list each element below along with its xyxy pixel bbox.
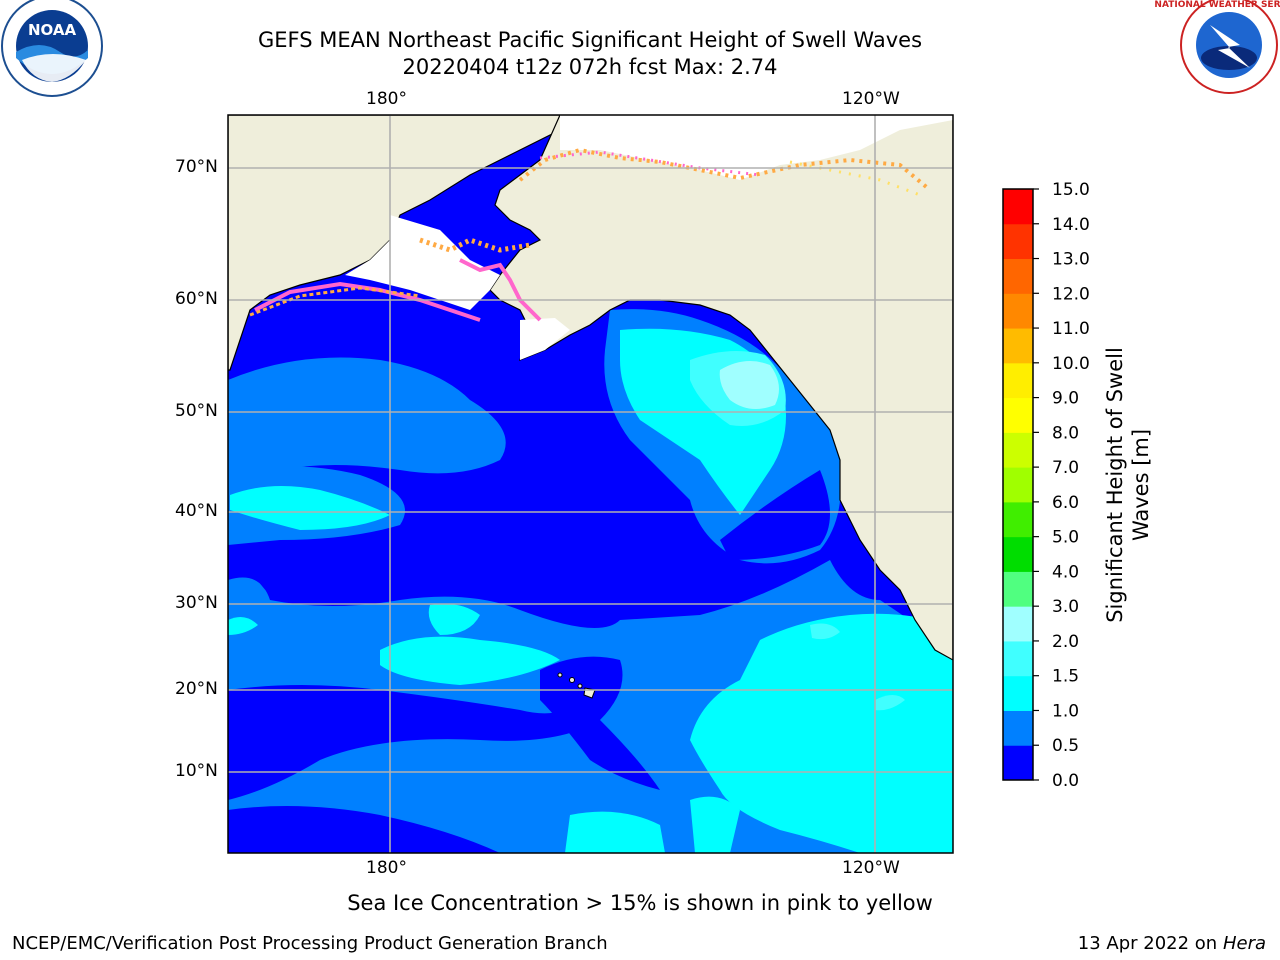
colorbar-tick-label: 4.0 xyxy=(1052,562,1079,582)
colorbar-label-line1: Significant Height of Swell xyxy=(1103,347,1127,623)
colorbar-swatch xyxy=(1003,362,1033,399)
colorbar-swatch xyxy=(1003,571,1033,607)
lat-tick-10n: 10°N xyxy=(175,761,218,781)
colorbar-tick-label: 8.0 xyxy=(1052,423,1079,443)
sea-ice-edge xyxy=(789,160,921,197)
colorbar: 0.0 0.5 1.0 1.5 2.0 3.0 4.0 5.0 6.0 7.0 8.0 9.0 10.0… xyxy=(1002,180,1090,791)
nws-logo: NATIONAL WEATHER SERVICE xyxy=(1154,0,1280,94)
colorbar-tick-label: 9.0 xyxy=(1052,389,1079,409)
noaa-logo: NOAA xyxy=(1,0,103,97)
colorbar-swatch xyxy=(1003,223,1033,260)
swell-1-1.5m xyxy=(565,811,665,853)
noaa-logo-text: NOAA xyxy=(28,21,77,39)
footer-machine: Hera xyxy=(1222,933,1266,954)
lon-tick-top-180: 180° xyxy=(366,89,407,109)
swell-1-1.5m xyxy=(690,796,740,853)
ice-free-white xyxy=(345,215,500,310)
swell-1.5-2m xyxy=(810,623,840,640)
colorbar-swatch xyxy=(1003,536,1033,572)
colorbar-swatch xyxy=(1003,328,1033,364)
colorbar-tick-label: 5.0 xyxy=(1052,528,1079,548)
colorbar-swatch xyxy=(1003,501,1033,538)
sea-ice-edge xyxy=(459,258,542,322)
graticule xyxy=(228,115,953,853)
colorbar-swatch xyxy=(1003,293,1033,329)
sea-ice-edge xyxy=(419,237,531,253)
swell-1-1.5m xyxy=(690,613,953,853)
colorbar-swatch xyxy=(1003,258,1033,294)
ice-free-white xyxy=(520,318,570,360)
ice-free-white xyxy=(560,115,953,180)
colorbar-swatch xyxy=(1003,710,1033,746)
footer-date: 13 Apr 2022 on Hera xyxy=(1078,933,1266,954)
colorbar-tick-label: 1.5 xyxy=(1052,667,1079,687)
colorbar-swatch xyxy=(1003,606,1033,642)
lon-tick-bottom-180: 180° xyxy=(366,858,407,878)
swell-0-0.5m xyxy=(254,543,393,604)
swell-0-0.5m xyxy=(720,470,830,560)
colorbar-swatch xyxy=(1003,467,1033,503)
sea-ice-edge xyxy=(518,147,932,192)
swell-1-1.5m xyxy=(428,603,480,635)
colorbar-tick-label: 14.0 xyxy=(1052,215,1090,235)
colorbar-tick-label: 0.0 xyxy=(1052,771,1079,791)
colorbar-frame xyxy=(1002,188,1034,781)
lon-tick-top-120w: 120°W xyxy=(842,89,900,109)
map-title: GEFS MEAN Northeast Pacific Significant … xyxy=(257,28,923,52)
colorbar-tick-label: 13.0 xyxy=(1052,250,1090,270)
colorbar-swatch xyxy=(1003,745,1033,781)
colorbar-tick-label: 15.0 xyxy=(1052,180,1090,200)
colorbar-swatch xyxy=(1003,640,1033,677)
swell-1-1.5m xyxy=(228,616,258,635)
lon-tick-bottom-120w: 120°W xyxy=(842,858,900,878)
sea-ice-note: Sea Ice Concentration > 15% is shown in … xyxy=(347,891,933,915)
footer-date-text: 13 Apr 2022 on xyxy=(1077,933,1223,954)
colorbar-tick-label: 3.0 xyxy=(1052,597,1079,617)
colorbar-tick-label: 1.0 xyxy=(1052,701,1079,721)
swell-0-0.5m xyxy=(228,685,600,800)
map-panel xyxy=(228,115,953,853)
swell-1.5-2m xyxy=(875,695,905,711)
colorbar-tick-label: 12.0 xyxy=(1052,284,1090,304)
colorbar-swatch xyxy=(1003,675,1033,711)
lat-tick-50n: 50°N xyxy=(175,401,218,421)
land-north-america xyxy=(489,115,953,661)
colorbar-swatch xyxy=(1003,432,1033,468)
colorbar-swatch xyxy=(1003,189,1033,225)
colorbar-tick-label: 10.0 xyxy=(1052,354,1090,374)
swell-2-3m xyxy=(719,361,779,409)
colorbar-tick-label: 6.0 xyxy=(1052,493,1079,513)
footer-branch: NCEP/EMC/Verification Post Processing Pr… xyxy=(12,933,608,954)
colorbar-tick-label: 0.5 xyxy=(1052,736,1079,756)
swell-0.5-1m xyxy=(228,357,506,475)
lat-tick-30n: 30°N xyxy=(175,593,218,613)
map-subtitle: 20220404 t12z 072h fcst Max: 2.74 xyxy=(402,55,778,79)
colorbar-tick-label: 2.0 xyxy=(1052,632,1079,652)
swell-1-1.5m xyxy=(380,636,560,685)
lat-tick-40n: 40°N xyxy=(175,501,218,521)
lat-tick-70n: 70°N xyxy=(175,157,218,177)
swell-1-1.5m xyxy=(230,486,390,530)
colorbar-tick-label: 7.0 xyxy=(1052,458,1079,478)
map-frame xyxy=(227,114,954,854)
lat-tick-20n: 20°N xyxy=(175,679,218,699)
nws-ring-text: NATIONAL WEATHER SERVICE xyxy=(1154,0,1280,10)
colorbar-swatch xyxy=(1003,397,1033,433)
colorbar-tick-label: 11.0 xyxy=(1052,319,1090,339)
swell-0-0.5m xyxy=(228,806,500,853)
lat-tick-60n: 60°N xyxy=(175,289,218,309)
colorbar-label-line2: Waves [m] xyxy=(1129,428,1153,542)
